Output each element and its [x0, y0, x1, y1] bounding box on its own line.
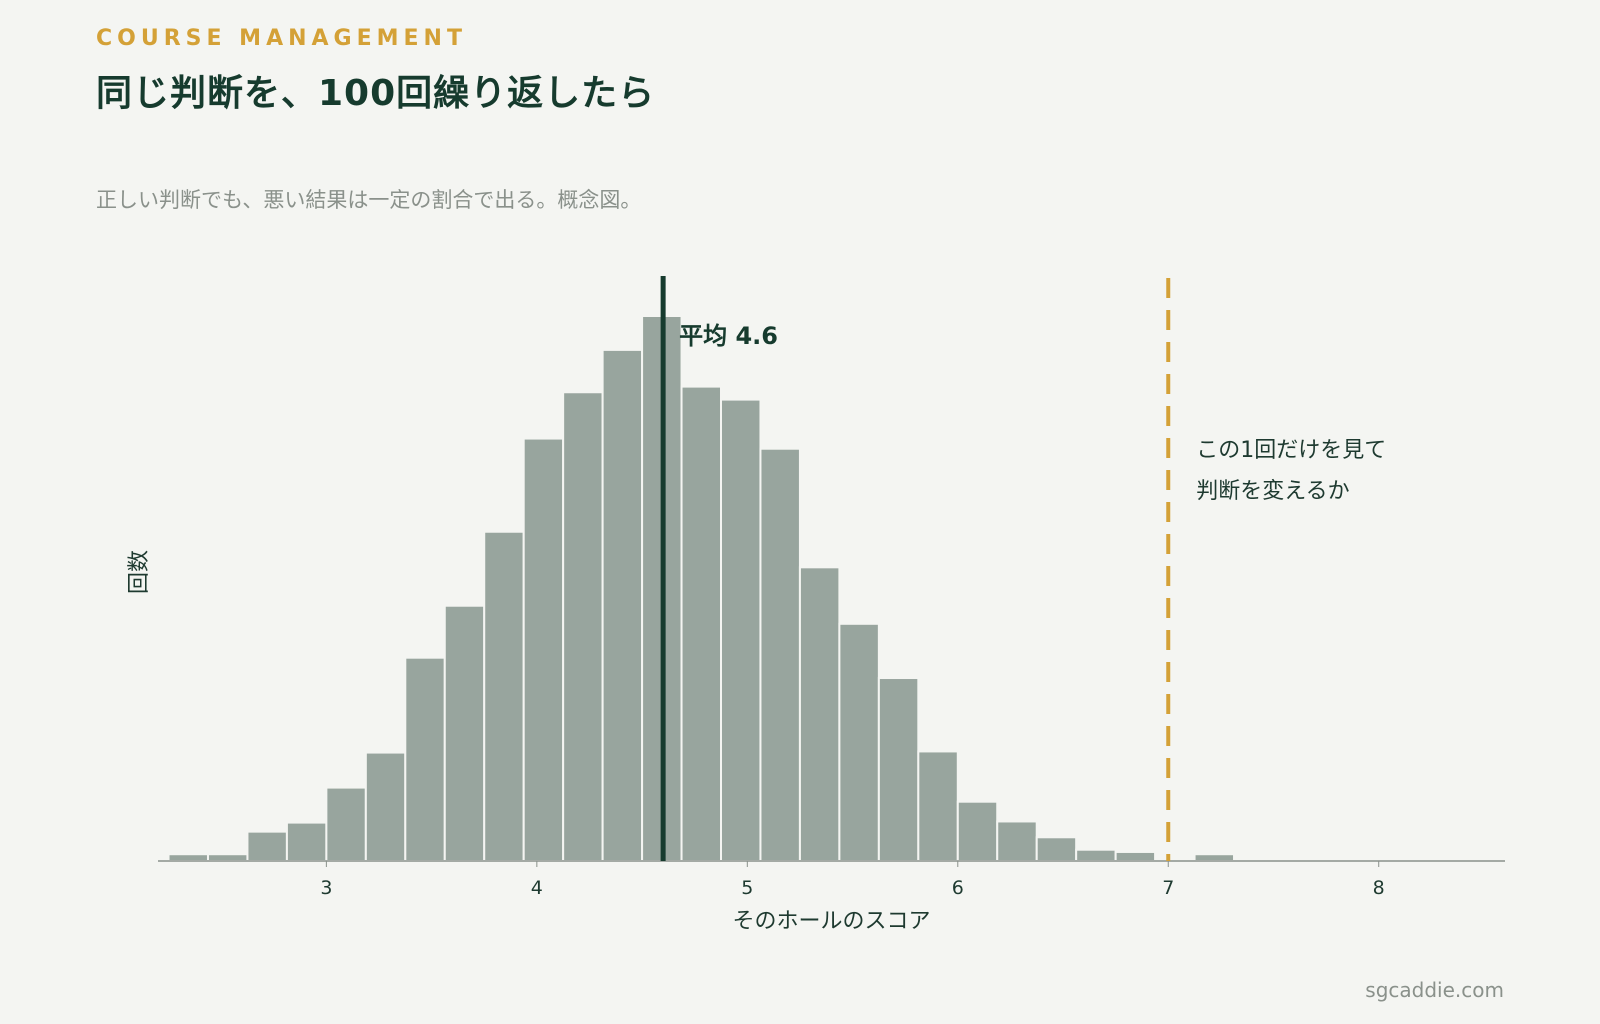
page-title: 同じ判断を、100回繰り返したら: [96, 73, 656, 114]
x-tick-label: 5: [741, 877, 753, 899]
site-credit: sgcaddie.com: [1365, 978, 1504, 1002]
histogram-bar: [720, 398, 762, 862]
histogram-bars: [167, 315, 1236, 863]
x-tick-label: 4: [531, 877, 543, 899]
histogram-bar: [443, 604, 486, 862]
histogram-bar: [1193, 853, 1236, 862]
histogram-bar: [877, 677, 920, 863]
x-axis-ticks: 3 4 5 6 7 8: [320, 861, 1385, 899]
histogram-bar: [917, 750, 959, 863]
histogram-bar: [325, 786, 367, 862]
x-tick-label: 8: [1373, 877, 1385, 899]
x-axis-label: そのホールのスコア: [732, 909, 930, 934]
threshold-note-line-2: 判断を変えるか: [1196, 479, 1349, 504]
histogram-bar: [364, 751, 407, 863]
histogram-bar: [838, 622, 880, 862]
page-subtitle: 正しい判断でも、悪い結果は一定の割合で出る。概念図。: [96, 188, 642, 212]
histogram-bar: [246, 830, 288, 863]
histogram-bar: [206, 853, 249, 862]
histogram-bar: [798, 566, 841, 862]
x-tick-label: 6: [952, 877, 964, 899]
section-eyebrow: COURSE MANAGEMENT: [96, 26, 467, 51]
histogram-bar: [285, 821, 328, 862]
histogram-bar: [404, 656, 446, 863]
histogram-bar: [1114, 850, 1157, 862]
x-tick-label: 7: [1162, 877, 1174, 899]
histogram-bar: [522, 437, 565, 862]
histogram-bar: [1075, 848, 1117, 863]
x-tick-label: 3: [320, 877, 332, 899]
histogram-bar: [1035, 836, 1078, 863]
histogram-bar: [483, 530, 525, 863]
threshold-note-line-1: この1回だけを見て: [1196, 438, 1386, 463]
histogram-bar: [680, 385, 723, 862]
mean-label: 平均 4.6: [679, 322, 778, 350]
histogram-bar: [956, 800, 999, 863]
histogram-bar: [167, 853, 209, 862]
histogram-bar: [759, 447, 801, 862]
y-axis-label: 回数: [127, 550, 152, 594]
histogram-bar: [996, 820, 1038, 863]
histogram-bar: [601, 348, 644, 862]
histogram-bar: [562, 391, 604, 862]
